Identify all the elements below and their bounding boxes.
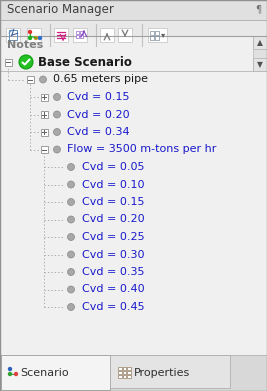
Circle shape [40, 76, 46, 83]
Bar [0, 20, 267, 50]
Bar [150, 36, 154, 40]
Bar [41, 93, 48, 100]
Text: ▲: ▲ [257, 38, 263, 47]
Text: Cvd = 0.30: Cvd = 0.30 [82, 249, 144, 260]
Circle shape [53, 93, 61, 100]
Bar [0, 36, 267, 50]
Text: ▾: ▾ [161, 30, 165, 39]
Circle shape [68, 199, 74, 206]
Circle shape [34, 36, 38, 40]
Text: 0.65 meters pipe: 0.65 meters pipe [53, 75, 148, 84]
Text: Cvd = 0.45: Cvd = 0.45 [82, 302, 145, 312]
Circle shape [14, 372, 18, 376]
Bar [0, 0, 267, 20]
Bar [118, 367, 121, 370]
Bar [54, 28, 68, 42]
Bar [118, 371, 121, 374]
Circle shape [68, 269, 74, 276]
Bar [127, 367, 131, 370]
Circle shape [53, 129, 61, 136]
Bar [127, 375, 131, 378]
Text: Notes: Notes [7, 40, 43, 50]
Text: Cvd = 0.05: Cvd = 0.05 [82, 162, 144, 172]
Text: Scenario Manager: Scenario Manager [7, 4, 114, 16]
Bar [123, 371, 126, 374]
Bar [155, 31, 159, 35]
Text: Cvd = 0.40: Cvd = 0.40 [82, 285, 145, 294]
Bar [118, 28, 132, 42]
Text: Cvd = 0.10: Cvd = 0.10 [82, 179, 144, 190]
Circle shape [68, 286, 74, 293]
Circle shape [53, 146, 61, 153]
Text: Base Scenario: Base Scenario [38, 56, 132, 68]
Circle shape [68, 181, 74, 188]
Text: Cvd = 0.15: Cvd = 0.15 [82, 197, 144, 207]
Bar [0, 36, 267, 54]
Circle shape [68, 303, 74, 310]
Bar [253, 36, 267, 49]
Text: Cvd = 0.25: Cvd = 0.25 [82, 232, 145, 242]
Text: Flow = 3500 m-tons per hr: Flow = 3500 m-tons per hr [67, 145, 216, 154]
Bar [253, 36, 267, 71]
Bar [6, 28, 20, 42]
Bar [118, 375, 121, 378]
Circle shape [19, 55, 33, 69]
Circle shape [68, 163, 74, 170]
Circle shape [8, 367, 12, 371]
Bar [150, 31, 154, 35]
Bar [41, 146, 48, 153]
Text: Cvd = 0.35: Cvd = 0.35 [82, 267, 144, 277]
Text: ¶: ¶ [255, 5, 261, 14]
Bar [155, 36, 159, 40]
Circle shape [8, 372, 12, 376]
Bar [73, 28, 87, 42]
Bar [127, 371, 131, 374]
Bar [0, 36, 267, 71]
Bar [26, 76, 33, 83]
Bar [123, 367, 126, 370]
Bar [253, 58, 267, 71]
Bar [80, 35, 83, 38]
Bar [41, 129, 48, 136]
Bar [76, 35, 79, 38]
Bar [41, 111, 48, 118]
Bar [148, 28, 167, 42]
Circle shape [28, 36, 32, 40]
Bar [110, 355, 230, 388]
Circle shape [68, 251, 74, 258]
Text: ▼: ▼ [257, 60, 263, 69]
Bar [0, 355, 267, 391]
Circle shape [38, 36, 42, 40]
Circle shape [68, 233, 74, 240]
Bar [76, 31, 79, 34]
Text: Properties: Properties [134, 368, 190, 378]
Text: Cvd = 0.20: Cvd = 0.20 [67, 109, 129, 120]
Bar [1, 355, 110, 390]
Bar [5, 59, 11, 66]
Circle shape [68, 216, 74, 223]
Bar [100, 28, 114, 42]
Circle shape [28, 30, 32, 34]
Bar [123, 375, 126, 378]
Text: Scenario: Scenario [20, 368, 69, 378]
Text: Cvd = 0.34: Cvd = 0.34 [67, 127, 129, 137]
Circle shape [53, 111, 61, 118]
Text: Cvd = 0.15: Cvd = 0.15 [67, 92, 129, 102]
Text: Cvd = 0.20: Cvd = 0.20 [82, 215, 145, 224]
Bar [27, 28, 41, 42]
Bar [80, 31, 83, 34]
